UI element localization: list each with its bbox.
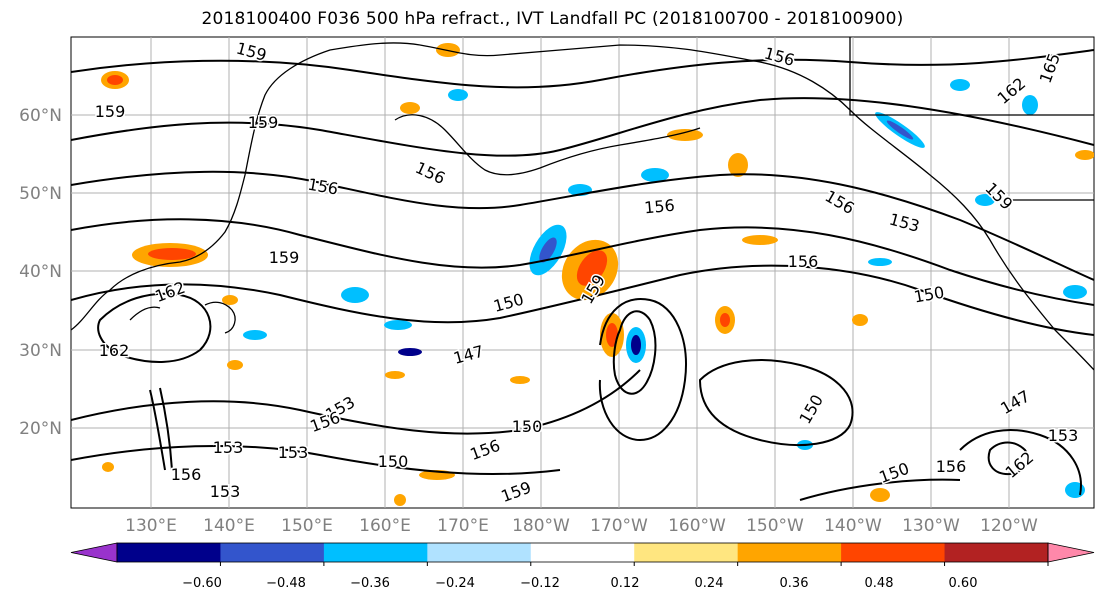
colorbar-segment xyxy=(427,543,532,562)
latitude-axis: 60°N 50°N 40°N 30°N 20°N xyxy=(19,106,62,439)
contour-label: 153 xyxy=(210,482,241,501)
colorbar-tick: 0.12 xyxy=(611,576,640,591)
contour-label: 159 xyxy=(95,102,126,121)
longitude-axis: 130°E 140°E 150°E 160°E 170°E 180°W 170°… xyxy=(125,516,1038,536)
lat-label: 40°N xyxy=(19,262,62,282)
lon-label: 170°E xyxy=(437,516,489,536)
contour-label: 159 xyxy=(248,113,279,132)
colorbar-outline xyxy=(116,542,1049,563)
colorbar-tick: −0.48 xyxy=(266,576,306,591)
colorbar-segment xyxy=(737,543,842,562)
lon-label: 120°W xyxy=(980,516,1038,536)
lat-label: 20°N xyxy=(19,419,62,439)
contour-label: 156 xyxy=(936,457,967,476)
height-contours xyxy=(71,49,1094,501)
contour-label: 156 xyxy=(643,196,675,218)
colorbar-tick: −0.12 xyxy=(520,576,560,591)
lon-label: 160°E xyxy=(359,516,411,536)
lat-label: 30°N xyxy=(19,341,62,361)
lon-label: 130°W xyxy=(902,516,960,536)
coastlines xyxy=(71,37,1094,371)
contour-label: 153 xyxy=(278,443,309,462)
colorbar-tick: 0.36 xyxy=(780,576,809,591)
colorbar-tick: −0.24 xyxy=(435,576,475,591)
colorbar-segment xyxy=(323,543,428,562)
lat-label: 50°N xyxy=(19,184,62,204)
colorbar-segment xyxy=(944,543,1049,562)
lat-label: 60°N xyxy=(19,106,62,126)
lon-label: 150°W xyxy=(746,516,804,536)
colorbar-tick: 0.48 xyxy=(865,576,894,591)
colorbar-ticks: −0.60 −0.48 −0.36 −0.24 −0.12 0.12 0.24 … xyxy=(182,576,977,591)
contour-label: 162 xyxy=(99,341,130,360)
colorbar-segment xyxy=(530,543,635,562)
colorbar-tick: 0.24 xyxy=(695,576,724,591)
map-title: 2018100400 F036 500 hPa refract., IVT La… xyxy=(201,9,904,29)
colorbar-segment xyxy=(634,543,739,562)
lon-label: 180°W xyxy=(512,516,570,536)
colorbar-extend-high xyxy=(1047,542,1095,563)
contour-label: 153 xyxy=(887,210,921,236)
contour-label: 150 xyxy=(378,452,409,471)
colorbar xyxy=(70,542,1095,566)
contour-label: 156 xyxy=(171,465,202,484)
colorbar-segment xyxy=(841,543,946,562)
lon-label: 130°E xyxy=(125,516,177,536)
colorbar-tick: 0.60 xyxy=(949,576,978,591)
colorbar-segment xyxy=(117,543,221,562)
lon-label: 140°E xyxy=(203,516,255,536)
colorbar-segment xyxy=(220,543,325,562)
colorbar-tick: −0.60 xyxy=(182,576,222,591)
lon-label: 160°W xyxy=(668,516,726,536)
contour-label: 150 xyxy=(512,417,543,436)
contour-label: 156 xyxy=(788,252,819,271)
contour-label: 153 xyxy=(1048,426,1079,445)
colorbar-extend-low xyxy=(70,542,118,563)
lon-label: 150°E xyxy=(281,516,333,536)
contour-label: 153 xyxy=(213,438,244,457)
colorbar-tick: −0.36 xyxy=(350,576,390,591)
contour-label: 159 xyxy=(269,248,300,267)
lon-label: 140°W xyxy=(824,516,882,536)
lon-label: 170°W xyxy=(590,516,648,536)
